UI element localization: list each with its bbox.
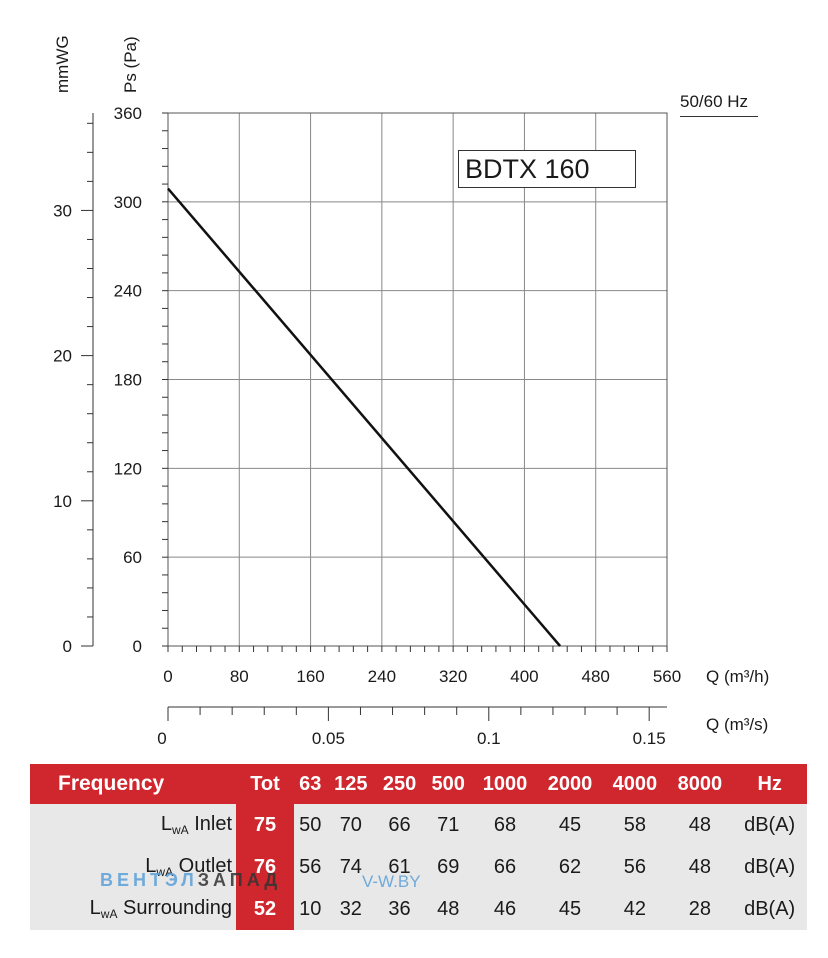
y-tick-label: 120 [114,459,142,478]
fan-curve-line [167,187,562,647]
table-cell: 75 [236,804,294,846]
table-cell: 76 [236,846,294,888]
row-label: LwA Surrounding [30,888,236,930]
x-tick-label: 0 [163,667,172,686]
header-cell: 500 [423,764,473,804]
table-cell: 61 [375,846,424,888]
table-cell: 32 [326,888,376,930]
row-label: LwA Inlet [30,804,236,846]
header-cell: Tot [236,764,294,804]
table-row: LwA Surrounding 52 10 32 36 48 46 45 42 … [30,888,807,930]
table-cell: 52 [236,888,294,930]
table-cell: 48 [667,804,733,846]
table-cell: 71 [423,804,473,846]
table-cell: 66 [375,804,424,846]
x-tick-label: 560 [653,667,681,686]
table-cell: 48 [423,888,473,930]
table-cell: 48 [667,846,733,888]
header-cell: 4000 [602,764,668,804]
header-cell: 125 [326,764,376,804]
row-label-main: L [145,855,157,877]
table-cell: 45 [537,888,603,930]
table-cell: 46 [472,888,538,930]
table-header-row: Frequency Tot 63 125 250 500 1000 2000 4… [30,764,807,804]
x-axis-label: Q (m³/h) [706,667,769,686]
table-cell: 69 [423,846,473,888]
table-cell: dB(A) [732,846,807,888]
table-cell: 42 [602,888,668,930]
y-right-label: Ps (Pa) [121,36,140,93]
frequency-underline [680,116,758,117]
model-label: BDTX 160 [458,150,636,188]
sound-power-table: Frequency Tot 63 125 250 500 1000 2000 4… [30,764,807,930]
row-label-rest: Outlet [173,855,232,877]
table-row: LwA Outlet 76 56 74 61 69 66 62 56 48 dB… [30,846,807,888]
x-tick-label: 320 [439,667,467,686]
y-tick-label: 240 [114,282,142,301]
y-left-label: mmWG [53,35,72,93]
table-cell: 58 [602,804,668,846]
header-cell: Hz [732,764,807,804]
row-label-rest: Inlet [188,813,232,835]
table-cell: 56 [294,846,327,888]
header-cell: 8000 [667,764,733,804]
table-cell: 66 [472,846,538,888]
mmwg-tick-label: 20 [53,347,72,366]
x-tick-label: 80 [230,667,249,686]
frequency-note: 50/60 Hz [680,92,749,111]
y-tick-label: 180 [114,371,142,390]
table-cell: 68 [472,804,538,846]
table-cell: dB(A) [732,804,807,846]
y-tick-label: 360 [114,104,142,123]
x-tick-label: 400 [510,667,538,686]
header-cell: 63 [294,764,327,804]
x-tick-label: 480 [582,667,610,686]
table-cell: 50 [294,804,327,846]
row-label-rest: Surrounding [117,897,232,919]
row-label-main: L [89,897,101,919]
header-cell: 1000 [472,764,538,804]
table-cell: dB(A) [732,888,807,930]
row-label-sub: wA [171,823,189,837]
table-cell: 10 [294,888,327,930]
table-cell: 62 [537,846,603,888]
header-cell: 250 [375,764,424,804]
row-label-sub: wA [156,865,174,879]
m3s-tick-label: 0 [157,729,166,748]
mmwg-tick-label: 30 [53,201,72,220]
y-tick-label: 60 [123,548,142,567]
table-cell: 36 [375,888,424,930]
table-cell: 45 [537,804,603,846]
table-cell: 70 [326,804,376,846]
table-cell: 28 [667,888,733,930]
y-tick-label: 0 [133,637,142,656]
table-row: LwA Inlet 75 50 70 66 71 68 45 58 48 dB(… [30,804,807,846]
table-cell: 74 [326,846,376,888]
header-cell: 2000 [537,764,603,804]
row-label: LwA Outlet [30,846,236,888]
x2-axis-label: Q (m³/s) [706,715,768,734]
table-cell: 56 [602,846,668,888]
m3s-tick-label: 0.1 [477,729,501,748]
m3s-tick-label: 0.15 [633,729,666,748]
series [167,187,562,647]
x-tick-label: 240 [368,667,396,686]
watermark-site: V-W.BY [362,872,421,891]
row-label-sub: wA [100,907,118,921]
mmwg-tick-label: 0 [63,637,72,656]
m3s-tick-label: 0.05 [312,729,345,748]
x-tick-label: 160 [296,667,324,686]
row-label-main: L [160,813,172,835]
y-tick-label: 300 [114,193,142,212]
grid-lines [167,112,668,647]
mmwg-tick-label: 10 [53,492,72,511]
header-cell: Frequency [30,764,236,804]
